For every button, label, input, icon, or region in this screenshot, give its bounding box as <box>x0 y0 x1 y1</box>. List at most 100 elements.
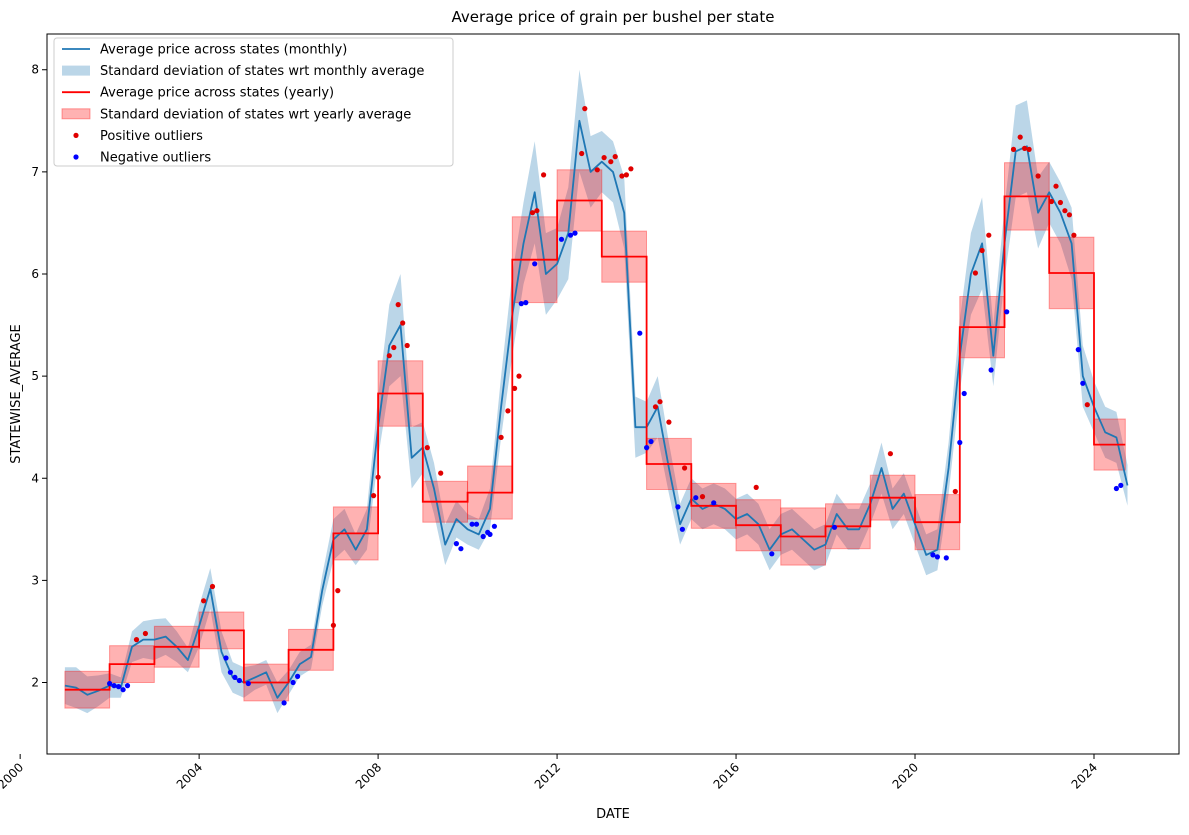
positive-outlier-point <box>400 320 406 326</box>
positive-outlier-point <box>395 302 401 308</box>
negative-outlier-point <box>558 236 565 242</box>
negative-outlier-point <box>281 700 287 706</box>
negative-outlier-point <box>934 554 941 560</box>
negative-outlier-point <box>930 552 936 558</box>
negative-outlier-point <box>232 674 238 681</box>
negative-outlier-point <box>487 531 493 538</box>
positive-outlier-point <box>1053 183 1059 189</box>
legend-label: Positive outliers <box>100 129 203 144</box>
negative-outlier-point <box>523 300 529 306</box>
positive-outlier-point <box>582 106 588 112</box>
x-tick-label: 2008 <box>353 760 384 791</box>
positive-outlier-point <box>133 637 140 643</box>
negative-outlier-point <box>236 677 242 684</box>
positive-outlier-point <box>1062 208 1068 214</box>
positive-outlier-point <box>601 155 607 161</box>
negative-outlier-point <box>111 683 117 689</box>
negative-outlier-point <box>532 261 538 267</box>
y-tick-label: 6 <box>31 267 39 281</box>
positive-outlier-point <box>1017 134 1023 140</box>
y-tick-label: 4 <box>31 471 39 485</box>
negative-outlier-point <box>648 438 654 445</box>
positive-outlier-point <box>516 373 522 379</box>
negative-outlier-point <box>637 330 643 336</box>
negative-outlier-point <box>107 680 113 687</box>
negative-outlier-point <box>988 367 994 373</box>
yearly-average-line <box>64 195 1126 691</box>
x-tick-label: 2004 <box>174 760 205 791</box>
positive-outlier-point <box>952 488 958 495</box>
negative-outlier-point <box>769 551 775 557</box>
outlier-dot-layer <box>107 106 1124 706</box>
negative-outlier-point <box>120 687 126 693</box>
x-tick-label: 2024 <box>1069 760 1100 791</box>
positive-outlier-point <box>594 167 600 173</box>
positive-outlier-point <box>142 630 148 637</box>
negative-outlier-point <box>1080 380 1086 386</box>
y-tick-label: 3 <box>31 573 39 587</box>
positive-outlier-point <box>404 342 410 349</box>
positive-outlier-point <box>1035 173 1041 179</box>
positive-outlier-point <box>335 588 341 594</box>
positive-outlier-point <box>623 172 630 178</box>
y-tick-label: 7 <box>31 165 39 179</box>
negative-outlier-point <box>1075 347 1081 353</box>
monthly-average-line <box>64 119 1129 699</box>
negative-outlier-point <box>469 521 475 527</box>
positive-outlier-point <box>424 445 430 451</box>
positive-outlier-point <box>1010 146 1017 152</box>
negative-outlier-point <box>644 445 650 451</box>
y-axis: 2 3 4 5 6 7 8 <box>31 63 47 690</box>
negative-outlier-point <box>518 301 524 307</box>
positive-outlier-point <box>534 208 540 214</box>
legend-swatch-dot <box>73 132 79 138</box>
negative-outlier-point <box>831 524 838 530</box>
y-tick-label: 2 <box>31 676 39 690</box>
positive-outlier-point <box>699 494 706 500</box>
y-tick-label: 8 <box>31 63 39 77</box>
legend-swatch-band <box>61 108 91 120</box>
positive-outlier-point <box>209 583 216 590</box>
negative-outlier-point <box>480 533 486 540</box>
positive-outlier-point <box>682 465 688 471</box>
negative-outlier-point <box>1113 485 1119 492</box>
series-line-layer <box>64 119 1129 699</box>
positive-outlier-point <box>657 399 663 405</box>
negative-outlier-point <box>961 390 967 397</box>
y-tick-label: 5 <box>31 369 39 383</box>
legend-swatch-dot <box>73 154 79 160</box>
negative-outlier-point <box>943 555 949 561</box>
negative-outlier-point <box>1004 309 1010 315</box>
negative-outlier-point <box>679 526 686 532</box>
positive-outlier-point <box>511 385 518 391</box>
x-tick-label: 2016 <box>711 760 742 791</box>
negative-outlier-point <box>693 495 699 501</box>
positive-outlier-point <box>652 404 659 410</box>
positive-outlier-point <box>1071 232 1077 238</box>
positive-outlier-point <box>1066 212 1072 218</box>
negative-outlier-point <box>572 230 578 236</box>
positive-outlier-point <box>1057 199 1063 206</box>
negative-outlier-point <box>453 541 459 547</box>
x-tick-label: 2000 <box>0 760 26 791</box>
negative-outlier-point <box>567 232 574 238</box>
negative-outlier-point <box>295 673 301 680</box>
negative-outlier-point <box>245 680 251 687</box>
legend-label: Standard deviation of states wrt monthly… <box>100 64 424 79</box>
negative-outlier-point <box>711 500 717 506</box>
negative-outlier-point <box>227 669 233 675</box>
positive-outlier-point <box>972 270 979 276</box>
negative-outlier-point <box>290 679 296 686</box>
positive-outlier-point <box>386 353 392 359</box>
x-axis-label: DATE <box>596 807 630 822</box>
negative-outlier-point <box>458 546 464 552</box>
positive-outlier-point <box>986 232 992 238</box>
y-axis-label: STATEWISE_AVERAGE <box>9 324 24 464</box>
positive-outlier-point <box>628 166 634 172</box>
positive-outlier-point <box>375 474 381 480</box>
negative-outlier-point <box>116 684 122 690</box>
positive-outlier-point <box>1084 402 1090 408</box>
positive-outlier-point <box>371 493 377 499</box>
